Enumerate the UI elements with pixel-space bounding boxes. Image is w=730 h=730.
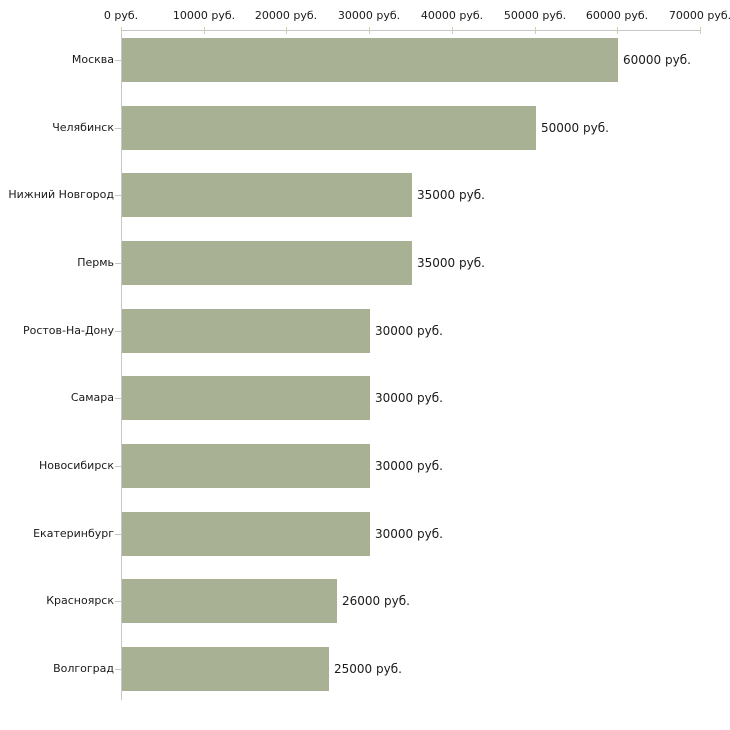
category-label: Красноярск — [46, 594, 114, 607]
category-label: Екатеринбург — [33, 527, 114, 540]
value-label: 60000 руб. — [623, 53, 691, 67]
category-label: Волгоград — [53, 662, 114, 675]
bar — [122, 106, 536, 150]
bar — [122, 444, 370, 488]
x-axis-tick-label: 20000 руб. — [254, 9, 318, 22]
bar — [122, 38, 618, 82]
x-axis-tick-label: 60000 руб. — [585, 9, 649, 22]
x-axis-tick — [204, 27, 205, 34]
bar — [122, 376, 370, 420]
x-axis-tick-label: 50000 руб. — [503, 9, 567, 22]
y-axis-tick — [115, 263, 122, 264]
y-axis-tick — [115, 534, 122, 535]
x-axis-tick-label: 0 руб. — [103, 9, 139, 22]
y-axis-tick — [115, 398, 122, 399]
value-label: 30000 руб. — [375, 324, 443, 338]
value-label: 30000 руб. — [375, 459, 443, 473]
category-label: Челябинск — [52, 121, 114, 134]
category-label: Пермь — [77, 256, 114, 269]
y-axis-tick — [115, 331, 122, 332]
x-axis-line — [121, 30, 701, 31]
bar — [122, 241, 412, 285]
category-label: Новосибирск — [38, 459, 114, 472]
x-axis-tick — [535, 27, 536, 34]
bar — [122, 579, 337, 623]
value-label: 30000 руб. — [375, 391, 443, 405]
x-axis-tick-label: 40000 руб. — [420, 9, 484, 22]
x-axis-tick — [286, 27, 287, 34]
value-label: 30000 руб. — [375, 527, 443, 541]
value-label: 35000 руб. — [417, 188, 485, 202]
category-label: Ростов-На-Дону — [22, 324, 114, 337]
category-label: Самара — [70, 391, 114, 404]
y-axis-tick — [115, 128, 122, 129]
y-axis-tick — [115, 195, 122, 196]
y-axis-line — [121, 30, 122, 700]
bar — [122, 512, 370, 556]
x-axis-tick — [369, 27, 370, 34]
category-label: Москва — [71, 53, 114, 66]
x-axis-tick — [700, 27, 701, 34]
x-axis-tick-label: 30000 руб. — [337, 9, 401, 22]
category-label: Нижний Новгород — [8, 188, 114, 201]
value-label: 50000 руб. — [541, 121, 609, 135]
y-axis-tick — [115, 669, 122, 670]
x-axis-tick-label: 70000 руб. — [668, 9, 730, 22]
x-axis-tick — [617, 27, 618, 34]
bar — [122, 173, 412, 217]
y-axis-tick — [115, 60, 122, 61]
value-label: 35000 руб. — [417, 256, 485, 270]
y-axis-tick — [115, 601, 122, 602]
bar — [122, 309, 370, 353]
bar — [122, 647, 329, 691]
x-axis-tick — [452, 27, 453, 34]
y-axis-tick — [115, 466, 122, 467]
value-label: 26000 руб. — [342, 594, 410, 608]
value-label: 25000 руб. — [334, 662, 402, 676]
x-axis-tick — [121, 27, 122, 34]
x-axis-tick-label: 10000 руб. — [172, 9, 236, 22]
